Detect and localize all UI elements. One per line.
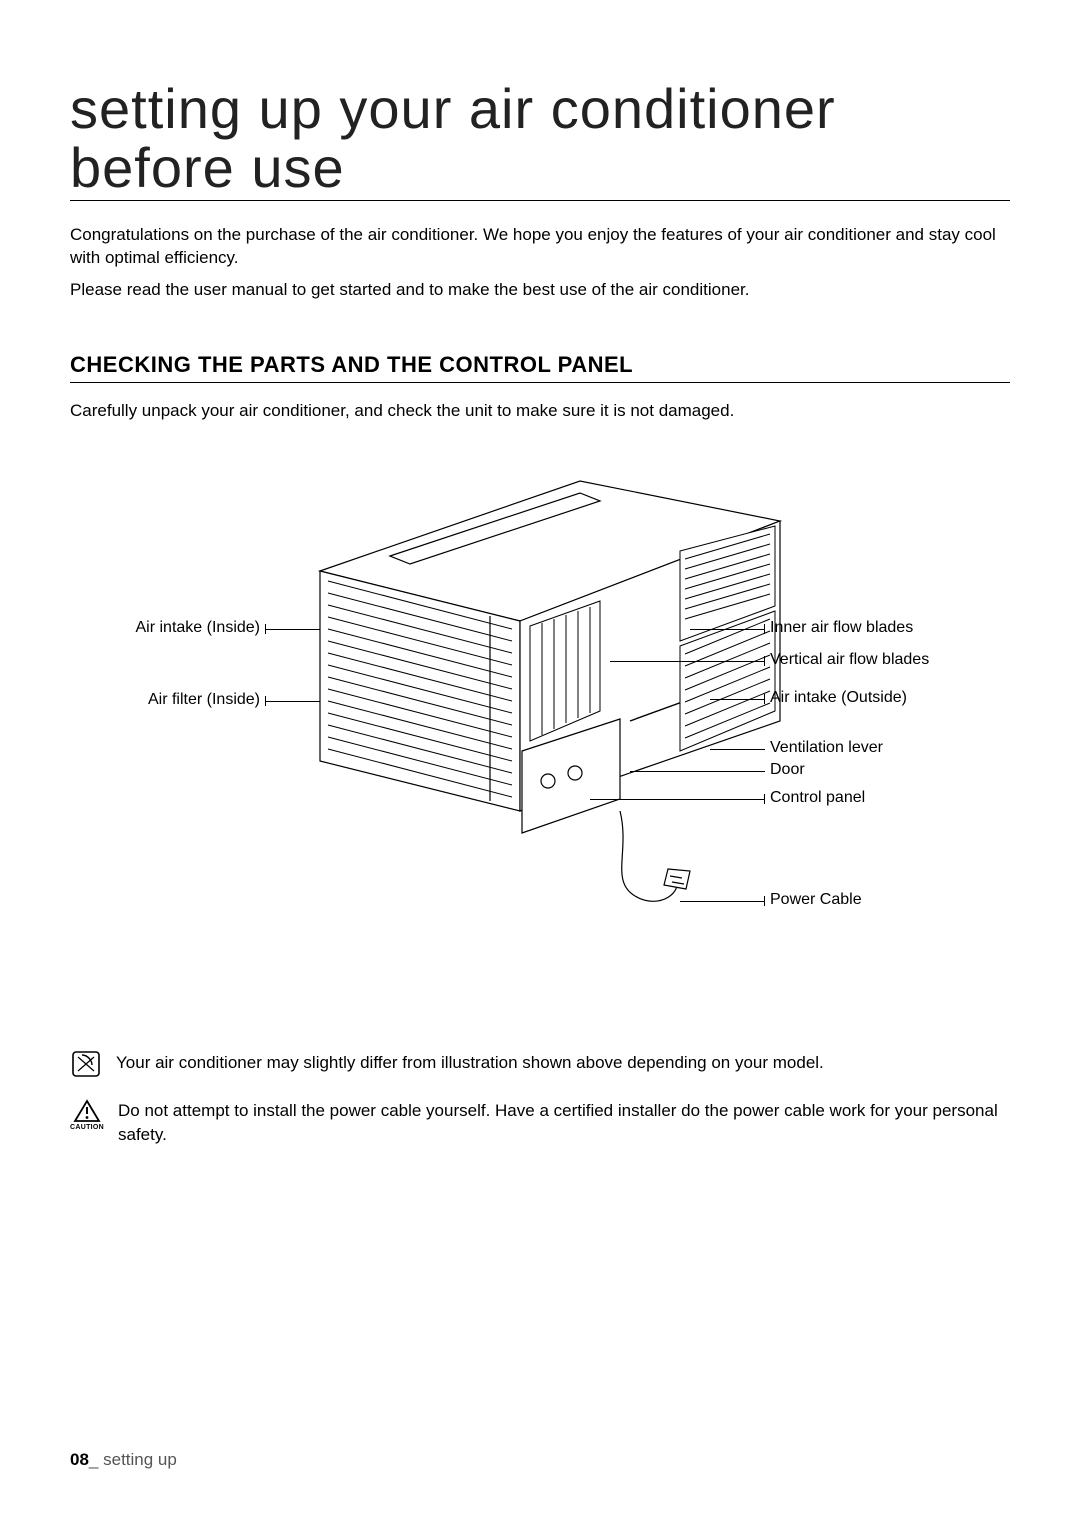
note-caution-text: Do not attempt to install the power cabl…: [118, 1099, 1010, 1147]
page-number: 08: [70, 1450, 89, 1469]
callout-label: Door: [770, 761, 805, 778]
callout-label: Vertical air flow blades: [770, 651, 929, 668]
callout-label: Inner air flow blades: [770, 619, 913, 636]
leader-line: [690, 629, 765, 630]
note-info-text: Your air conditioner may slightly differ…: [116, 1051, 824, 1075]
callout-inner-air-flow-blades: Inner air flow blades: [770, 619, 913, 637]
section-intro: Carefully unpack your air conditioner, a…: [70, 401, 1010, 421]
callout-ventilation-lever: Ventilation lever: [770, 739, 883, 757]
manual-page: setting up your air conditioner before u…: [0, 0, 1080, 1530]
callout-air-intake-outside: Air intake (Outside): [770, 689, 907, 707]
leader-tick: [764, 656, 765, 666]
leader-line: [265, 701, 320, 702]
note-info: Your air conditioner may slightly differ…: [70, 1051, 1010, 1077]
leader-line: [680, 901, 765, 902]
page-footer: 08_ setting up: [70, 1450, 177, 1470]
section-heading: CHECKING THE PARTS AND THE CONTROL PANEL: [70, 352, 1010, 383]
callout-vertical-air-flow-blades: Vertical air flow blades: [770, 651, 929, 669]
leader-line: [610, 661, 765, 662]
callout-power-cable: Power Cable: [770, 891, 862, 909]
note-caution: CAUTION Do not attempt to install the po…: [70, 1099, 1010, 1147]
callout-label: Control panel: [770, 789, 865, 806]
leader-tick: [764, 794, 765, 804]
page-title: setting up your air conditioner before u…: [70, 80, 1010, 201]
info-icon: [70, 1051, 102, 1077]
leader-line: [710, 699, 765, 700]
leader-line: [590, 799, 765, 800]
leader-tick: [764, 694, 765, 704]
parts-diagram: Air intake (Inside) Air filter (Inside) …: [70, 451, 1010, 991]
leader-tick: [265, 696, 266, 706]
notes-section: Your air conditioner may slightly differ…: [70, 1051, 1010, 1147]
footer-section-name: setting up: [103, 1450, 177, 1469]
callout-door: Door: [770, 761, 805, 779]
callout-label: Air filter (Inside): [148, 691, 260, 708]
leader-line: [265, 629, 320, 630]
leader-tick: [764, 896, 765, 906]
leader-tick: [265, 624, 266, 634]
leader-tick: [764, 624, 765, 634]
caution-icon: CAUTION: [70, 1099, 104, 1131]
callout-label: Ventilation lever: [770, 739, 883, 756]
callout-control-panel: Control panel: [770, 789, 865, 807]
ac-unit-illustration: [280, 451, 800, 921]
caution-sublabel: CAUTION: [70, 1124, 104, 1131]
intro-paragraph-2: Please read the user manual to get start…: [70, 278, 1010, 302]
callout-air-filter-inside: Air filter (Inside): [70, 691, 260, 709]
callout-label: Air intake (Inside): [136, 619, 261, 636]
intro-paragraph-1: Congratulations on the purchase of the a…: [70, 223, 1010, 271]
callout-label: Power Cable: [770, 891, 862, 908]
leader-line: [630, 771, 765, 772]
footer-separator: _: [89, 1450, 103, 1469]
callout-air-intake-inside: Air intake (Inside): [70, 619, 260, 637]
leader-line: [710, 749, 765, 750]
callout-label: Air intake (Outside): [770, 689, 907, 706]
